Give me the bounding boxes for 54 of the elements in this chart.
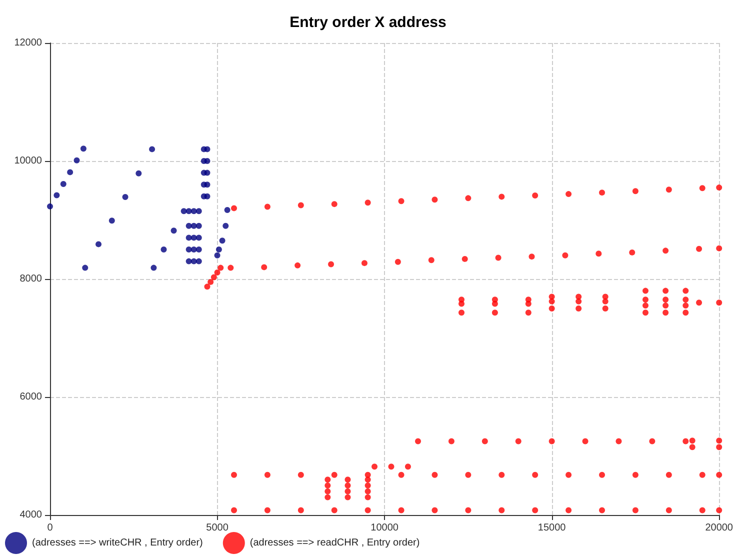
point	[190, 258, 197, 264]
point	[149, 146, 156, 152]
point	[54, 192, 60, 198]
y-tick-label: 10000	[14, 156, 42, 166]
point	[74, 157, 80, 164]
point	[170, 228, 177, 234]
point	[186, 258, 192, 264]
point	[186, 222, 192, 229]
point	[190, 208, 197, 214]
x-tick-label: 10000	[370, 522, 399, 534]
chart-title: Entry order X address	[290, 14, 446, 31]
point	[204, 158, 210, 164]
point	[82, 264, 88, 271]
point	[60, 181, 66, 188]
point	[219, 238, 226, 244]
point	[150, 264, 157, 271]
y-tick-label: 12000	[14, 38, 42, 48]
point	[47, 203, 53, 210]
point	[204, 193, 210, 200]
point	[186, 246, 192, 252]
y-tick-label: 6000	[20, 392, 42, 402]
x-tick-label: 15000	[538, 522, 566, 534]
legend-label: (adresses ==> writeCHR , Entry order)	[32, 538, 203, 548]
point	[190, 222, 197, 229]
point	[224, 206, 230, 213]
point	[186, 208, 192, 214]
x-tick-label: 0	[47, 522, 54, 534]
point	[196, 258, 202, 264]
point	[196, 246, 202, 252]
point	[122, 194, 128, 200]
point	[204, 146, 210, 152]
point	[136, 170, 142, 176]
point	[186, 234, 192, 241]
y-tick-label: 4000	[20, 510, 42, 520]
x-tick-label: 20000	[705, 522, 734, 534]
y-tick-label: 8000	[20, 274, 42, 284]
point	[160, 246, 167, 252]
point	[96, 241, 102, 248]
point	[204, 182, 210, 188]
point	[216, 246, 222, 252]
point	[196, 208, 202, 214]
point	[214, 252, 220, 258]
point	[180, 208, 187, 214]
point	[190, 234, 197, 241]
point	[190, 246, 197, 252]
point	[80, 146, 86, 152]
point	[222, 222, 229, 229]
point	[67, 169, 74, 176]
point	[196, 234, 202, 241]
point	[204, 170, 210, 176]
point	[196, 222, 202, 229]
x-tick-label: 5000	[206, 522, 229, 534]
point	[108, 218, 115, 224]
legend-label: (adresses ==> readCHR , Entry order)	[250, 538, 420, 548]
